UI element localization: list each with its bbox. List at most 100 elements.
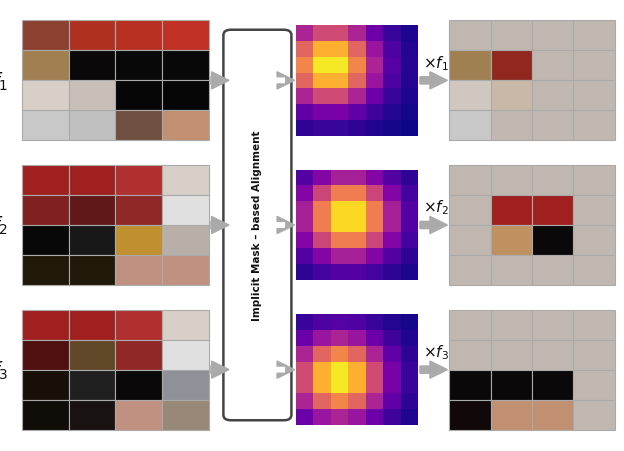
Bar [573,21,615,51]
Bar [449,196,490,226]
Bar [449,51,490,81]
FancyArrow shape [277,217,295,234]
Bar [162,255,209,285]
Bar [490,196,532,226]
Bar [115,196,162,226]
Bar [490,111,532,141]
Bar [115,340,162,370]
Text: $f_3$: $f_3$ [0,359,8,381]
Bar [449,81,490,111]
Bar [22,310,69,340]
Bar [532,310,573,340]
Bar [573,226,615,255]
Bar [490,310,532,340]
Bar [490,51,532,81]
Bar [573,111,615,141]
Bar [449,226,490,255]
Bar [162,111,209,141]
FancyArrow shape [277,73,295,90]
Bar [532,255,573,285]
FancyBboxPatch shape [223,31,291,420]
Bar [115,310,162,340]
Bar [490,226,532,255]
Bar [449,255,490,285]
Bar [532,340,573,370]
Bar [449,400,490,429]
Bar [22,81,69,111]
Text: $\times f_2$: $\times f_2$ [422,198,449,217]
Bar [573,166,615,196]
Bar [532,51,573,81]
Bar [22,166,69,196]
Bar [490,21,532,51]
Bar [573,255,615,285]
Text: Implicit Mask – based Alignment: Implicit Mask – based Alignment [252,130,263,321]
Text: $\times f_1$: $\times f_1$ [422,54,449,73]
Bar [573,81,615,111]
Bar [532,400,573,429]
FancyArrow shape [211,361,229,378]
Bar [22,226,69,255]
Bar [162,400,209,429]
Bar [162,226,209,255]
Bar [573,310,615,340]
Bar [490,255,532,285]
Bar [449,166,490,196]
Bar [115,370,162,400]
Text: $f_2$: $f_2$ [0,214,8,237]
Bar [69,310,115,340]
Bar [449,111,490,141]
Bar [573,340,615,370]
Bar [532,166,573,196]
Bar [115,51,162,81]
Text: $f_1$: $f_1$ [0,70,8,92]
Bar [532,196,573,226]
Bar [573,196,615,226]
Bar [490,400,532,429]
Bar [490,340,532,370]
Bar [573,370,615,400]
Bar [69,166,115,196]
Bar [162,21,209,51]
Bar [22,196,69,226]
Bar [490,166,532,196]
Bar [69,370,115,400]
Bar [162,166,209,196]
Bar [162,81,209,111]
Bar [115,226,162,255]
Bar [162,340,209,370]
Bar [532,226,573,255]
Bar [69,21,115,51]
Bar [69,51,115,81]
Bar [69,400,115,429]
Bar [22,370,69,400]
Bar [115,255,162,285]
FancyArrow shape [420,217,447,234]
Bar [162,310,209,340]
Bar [449,310,490,340]
Bar [22,111,69,141]
Bar [69,111,115,141]
Text: $\times f_3$: $\times f_3$ [422,342,449,361]
Bar [22,51,69,81]
Bar [162,196,209,226]
Bar [69,196,115,226]
Bar [69,226,115,255]
Bar [162,370,209,400]
Bar [69,255,115,285]
Bar [490,81,532,111]
Bar [532,370,573,400]
Bar [532,21,573,51]
Bar [115,81,162,111]
Bar [573,51,615,81]
Bar [162,51,209,81]
FancyArrow shape [420,361,447,378]
Bar [449,340,490,370]
Bar [115,21,162,51]
Bar [573,400,615,429]
Bar [69,340,115,370]
Bar [449,370,490,400]
Bar [115,166,162,196]
Bar [449,21,490,51]
Bar [115,111,162,141]
